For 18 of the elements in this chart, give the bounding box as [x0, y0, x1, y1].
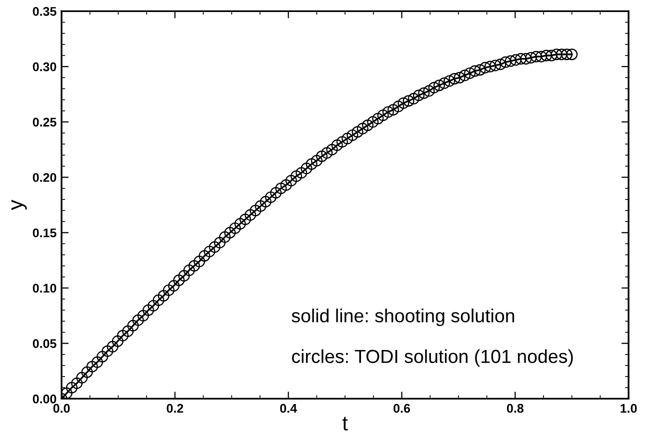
annotation: solid line: shooting solution: [292, 308, 514, 326]
y-axis-title: y: [11, 200, 27, 210]
x-tick-label: 0.2: [166, 404, 184, 413]
y-tick-label: 0.10: [32, 284, 56, 293]
y-tick-label: 0.30: [32, 62, 56, 72]
x-tick-label: 0.4: [280, 404, 297, 413]
y-tick-label: 0.35: [32, 7, 56, 16]
y-tick-label: 0.25: [32, 118, 56, 127]
y-tick-label: 0.00: [32, 394, 56, 404]
y-tick-label: 0.05: [32, 339, 56, 348]
y-tick-label: 0.15: [32, 228, 56, 238]
x-tick-label: 0.6: [394, 404, 410, 413]
annotation: circles: TODI solution (101 nodes): [292, 349, 573, 367]
y-tick-label: 0.20: [32, 173, 56, 182]
x-tick-label: 1.0: [620, 404, 637, 413]
x-tick-label: 0.8: [506, 404, 524, 413]
x-axis-title: t: [342, 416, 348, 430]
x-tick-label: 0.0: [53, 404, 70, 413]
